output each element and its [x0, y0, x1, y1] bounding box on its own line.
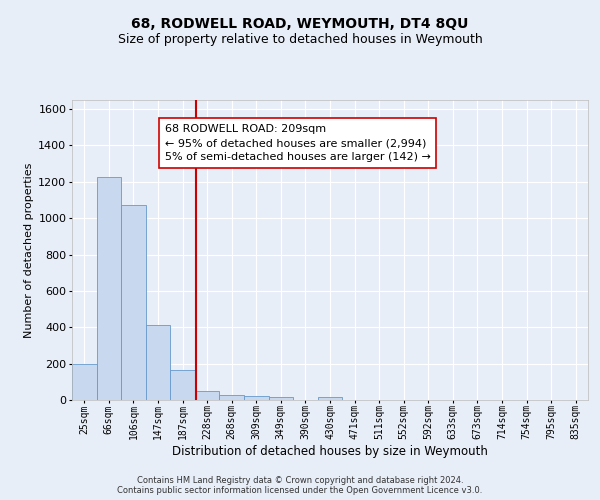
Bar — [121, 206, 146, 400]
Bar — [269, 398, 293, 400]
Bar — [170, 370, 195, 400]
Bar — [72, 364, 97, 400]
Text: 68 RODWELL ROAD: 209sqm
← 95% of detached houses are smaller (2,994)
5% of semi-: 68 RODWELL ROAD: 209sqm ← 95% of detache… — [165, 124, 431, 162]
Bar — [195, 391, 220, 400]
Y-axis label: Number of detached properties: Number of detached properties — [24, 162, 34, 338]
Bar — [220, 396, 244, 400]
Text: Size of property relative to detached houses in Weymouth: Size of property relative to detached ho… — [118, 32, 482, 46]
Text: 68, RODWELL ROAD, WEYMOUTH, DT4 8QU: 68, RODWELL ROAD, WEYMOUTH, DT4 8QU — [131, 18, 469, 32]
Bar — [318, 398, 342, 400]
Bar — [244, 396, 269, 400]
X-axis label: Distribution of detached houses by size in Weymouth: Distribution of detached houses by size … — [172, 445, 488, 458]
Text: Contains HM Land Registry data © Crown copyright and database right 2024.
Contai: Contains HM Land Registry data © Crown c… — [118, 476, 482, 495]
Bar — [97, 178, 121, 400]
Bar — [146, 326, 170, 400]
